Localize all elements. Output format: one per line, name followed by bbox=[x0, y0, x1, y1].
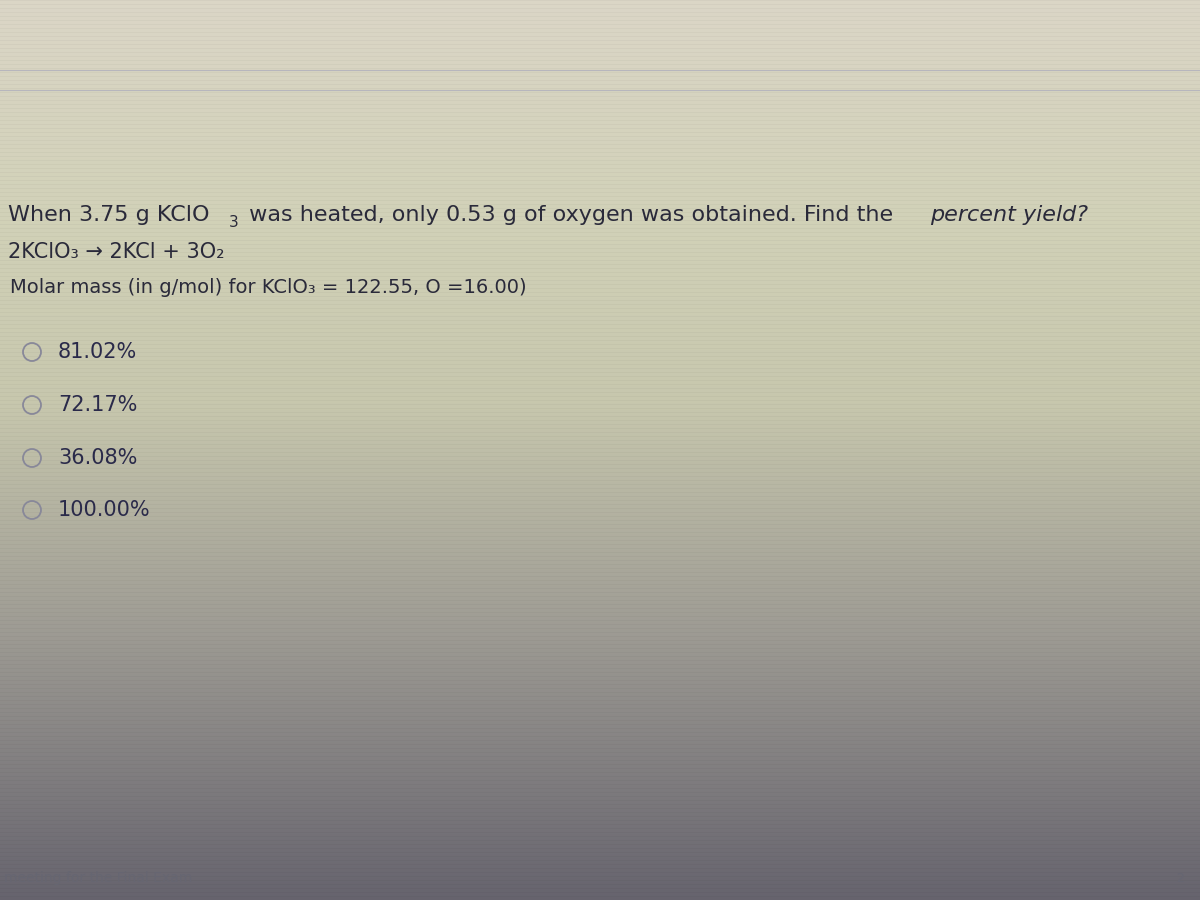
Text: percent yield?: percent yield? bbox=[930, 205, 1088, 225]
Text: 2: 2 bbox=[1176, 872, 1184, 885]
Text: 2KClO₃ → 2KCl + 3O₂: 2KClO₃ → 2KCl + 3O₂ bbox=[8, 242, 224, 262]
Text: Molar mass (in g/mol) for KClO₃ = 122.55, O =16.00): Molar mass (in g/mol) for KClO₃ = 122.55… bbox=[10, 278, 527, 297]
Text: meeting for the Final Exam: meeting for the Final Exam bbox=[4, 871, 192, 885]
Text: was heated, only 0.53 g of oxygen was obtained. Find the: was heated, only 0.53 g of oxygen was ob… bbox=[242, 205, 900, 225]
Text: 3: 3 bbox=[229, 215, 239, 230]
Text: 36.08%: 36.08% bbox=[58, 448, 137, 468]
Text: 81.02%: 81.02% bbox=[58, 342, 137, 362]
Text: 100.00%: 100.00% bbox=[58, 500, 151, 520]
Text: When 3.75 g KClO: When 3.75 g KClO bbox=[8, 205, 210, 225]
Text: 72.17%: 72.17% bbox=[58, 395, 137, 415]
